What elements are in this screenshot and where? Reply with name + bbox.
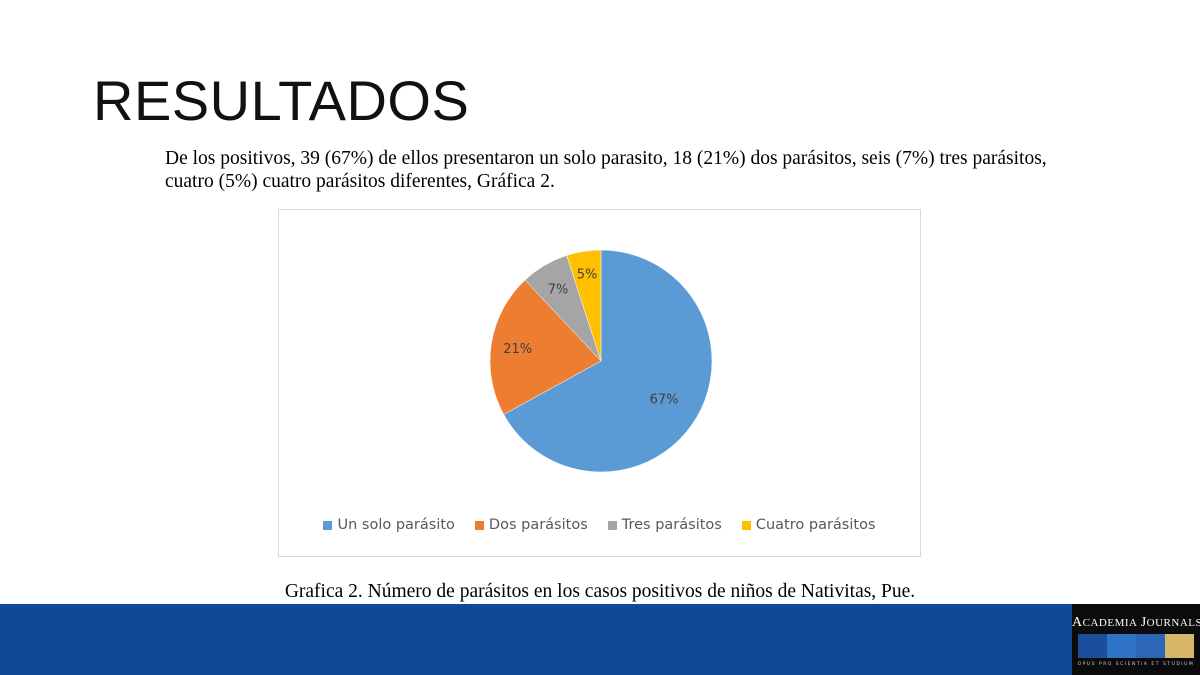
pie-chart-frame: 67% 21% 7% 5% Un solo parásito Dos parásitos… bbox=[278, 209, 921, 557]
data-label-1: 67% bbox=[650, 392, 679, 407]
legend-item-2: Dos parásitos bbox=[474, 517, 588, 533]
legend-item-3: Tres parásitos bbox=[607, 517, 722, 533]
legend-label-2: Dos parásitos bbox=[488, 517, 588, 533]
legend-label-4: Cuatro parásitos bbox=[755, 517, 876, 533]
legend-label-3: Tres parásitos bbox=[621, 517, 722, 533]
legend-swatch-2 bbox=[474, 520, 484, 530]
chart-caption: Grafica 2. Número de parásitos en los ca… bbox=[284, 581, 916, 602]
logo-motto: OPUS PRO SCIENTIA ET STUDIUM bbox=[1077, 662, 1195, 667]
pie-slice-1 bbox=[503, 249, 713, 473]
legend-swatch-1 bbox=[323, 520, 333, 530]
pie-chart: 67% 21% 7% 5% bbox=[489, 249, 713, 473]
data-label-2: 21% bbox=[503, 342, 532, 357]
results-paragraph-line-2: cuatro (5%) cuatro parásitos diferentes,… bbox=[165, 171, 555, 192]
academia-journals-logo: ACADEMIA JOURNALS OPUS PRO SCIENTIA ET S… bbox=[1072, 604, 1200, 675]
data-label-3: 7% bbox=[548, 282, 569, 297]
logo-color-blocks bbox=[1078, 634, 1194, 658]
legend-swatch-4 bbox=[741, 520, 751, 530]
logo-block-3 bbox=[1136, 634, 1165, 658]
logo-block-2 bbox=[1107, 634, 1136, 658]
footer-band bbox=[0, 604, 1200, 675]
legend-label-1: Un solo parásito bbox=[337, 517, 455, 533]
results-paragraph: De los positivos, 39 (67%) de ellos pres… bbox=[165, 147, 1065, 193]
logo-block-1 bbox=[1078, 634, 1107, 658]
slide-title: RESULTADOS bbox=[93, 69, 470, 132]
logo-block-4 bbox=[1165, 634, 1194, 658]
legend-item-1: Un solo parásito bbox=[323, 517, 455, 533]
pie-slice-4 bbox=[566, 249, 602, 362]
logo-wordmark: ACADEMIA JOURNALS bbox=[1072, 615, 1200, 630]
legend-swatch-3 bbox=[607, 520, 617, 530]
chart-legend: Un solo parásito Dos parásitos Tres parási… bbox=[279, 517, 920, 533]
pie-slice-2 bbox=[489, 279, 602, 415]
data-label-4: 5% bbox=[577, 267, 598, 282]
legend-item-4: Cuatro parásitos bbox=[741, 517, 876, 533]
results-paragraph-line-1: De los positivos, 39 (67%) de ellos pres… bbox=[165, 148, 1047, 169]
